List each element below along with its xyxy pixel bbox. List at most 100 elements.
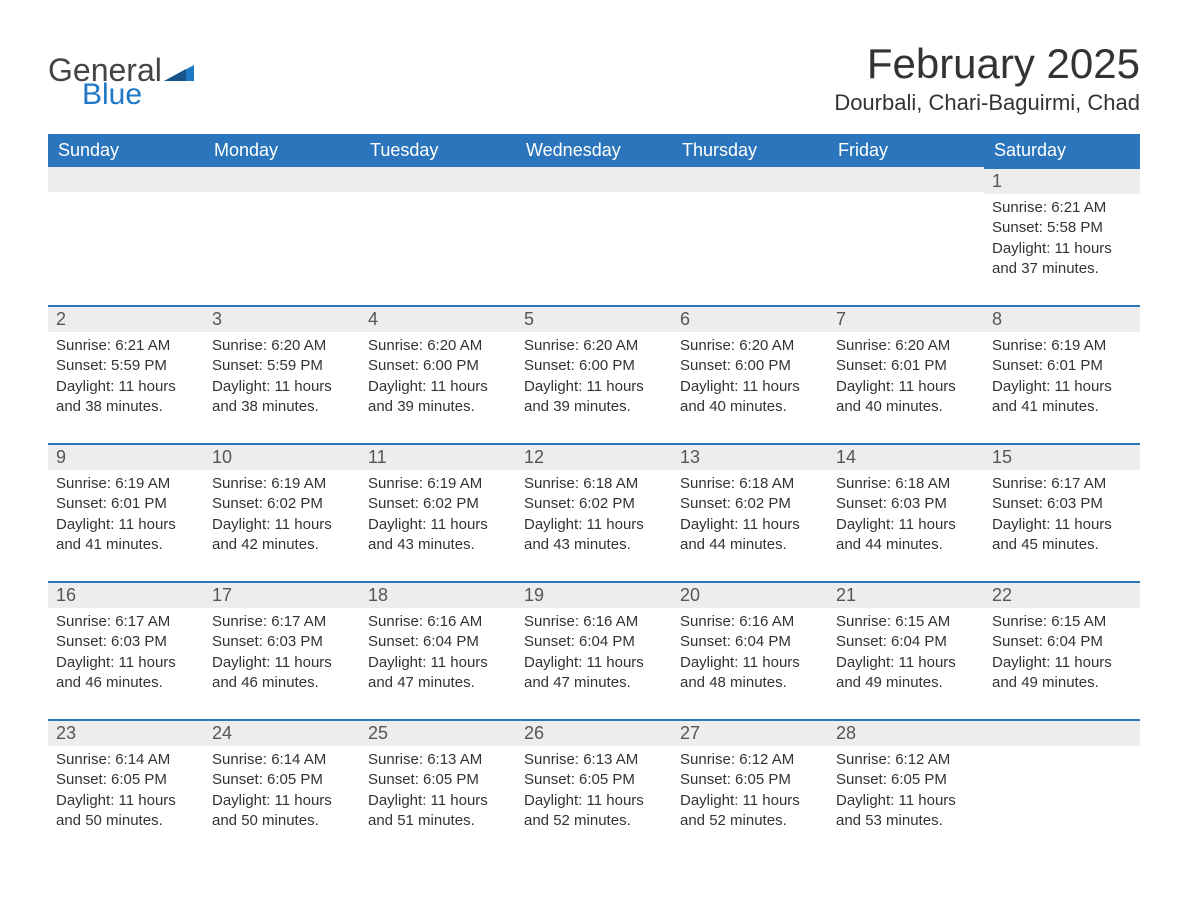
daylight-text: Daylight: 11 hours and 39 minutes. bbox=[368, 377, 508, 418]
calendar-cell bbox=[48, 167, 204, 305]
day-number: 6 bbox=[672, 305, 828, 332]
day-body: Sunrise: 6:12 AMSunset: 6:05 PMDaylight:… bbox=[828, 746, 984, 843]
calendar-cell bbox=[360, 167, 516, 305]
day-body: Sunrise: 6:18 AMSunset: 6:02 PMDaylight:… bbox=[672, 470, 828, 567]
calendar-week-row: 16Sunrise: 6:17 AMSunset: 6:03 PMDayligh… bbox=[48, 581, 1140, 719]
sunset-text: Sunset: 6:00 PM bbox=[524, 356, 664, 376]
calendar-week-row: 1Sunrise: 6:21 AMSunset: 5:58 PMDaylight… bbox=[48, 167, 1140, 305]
sunset-text: Sunset: 6:05 PM bbox=[368, 770, 508, 790]
sunset-text: Sunset: 6:01 PM bbox=[992, 356, 1132, 376]
daylight-text: Daylight: 11 hours and 38 minutes. bbox=[212, 377, 352, 418]
calendar-cell: 2Sunrise: 6:21 AMSunset: 5:59 PMDaylight… bbox=[48, 305, 204, 443]
calendar-cell: 12Sunrise: 6:18 AMSunset: 6:02 PMDayligh… bbox=[516, 443, 672, 581]
day-number: 7 bbox=[828, 305, 984, 332]
daylight-text: Daylight: 11 hours and 43 minutes. bbox=[368, 515, 508, 556]
sunrise-text: Sunrise: 6:15 AM bbox=[992, 612, 1132, 632]
sunrise-text: Sunrise: 6:16 AM bbox=[680, 612, 820, 632]
daylight-text: Daylight: 11 hours and 39 minutes. bbox=[524, 377, 664, 418]
day-number: 1 bbox=[984, 167, 1140, 194]
sunrise-text: Sunrise: 6:17 AM bbox=[212, 612, 352, 632]
calendar-cell: 22Sunrise: 6:15 AMSunset: 6:04 PMDayligh… bbox=[984, 581, 1140, 719]
daylight-text: Daylight: 11 hours and 40 minutes. bbox=[680, 377, 820, 418]
logo-word-blue: Blue bbox=[82, 80, 194, 110]
daylight-text: Daylight: 11 hours and 46 minutes. bbox=[212, 653, 352, 694]
page: General Blue February 2025 Dourbali, Cha… bbox=[0, 0, 1188, 897]
day-body: Sunrise: 6:17 AMSunset: 6:03 PMDaylight:… bbox=[984, 470, 1140, 567]
sunset-text: Sunset: 6:02 PM bbox=[680, 494, 820, 514]
day-body: Sunrise: 6:15 AMSunset: 6:04 PMDaylight:… bbox=[828, 608, 984, 705]
sunrise-text: Sunrise: 6:16 AM bbox=[524, 612, 664, 632]
day-body: Sunrise: 6:16 AMSunset: 6:04 PMDaylight:… bbox=[516, 608, 672, 705]
calendar-week-row: 23Sunrise: 6:14 AMSunset: 6:05 PMDayligh… bbox=[48, 719, 1140, 857]
sunset-text: Sunset: 6:05 PM bbox=[524, 770, 664, 790]
calendar-cell: 6Sunrise: 6:20 AMSunset: 6:00 PMDaylight… bbox=[672, 305, 828, 443]
sunrise-text: Sunrise: 6:17 AM bbox=[992, 474, 1132, 494]
daylight-text: Daylight: 11 hours and 52 minutes. bbox=[524, 791, 664, 832]
sunset-text: Sunset: 5:59 PM bbox=[56, 356, 196, 376]
sunrise-text: Sunrise: 6:20 AM bbox=[524, 336, 664, 356]
calendar-cell: 19Sunrise: 6:16 AMSunset: 6:04 PMDayligh… bbox=[516, 581, 672, 719]
day-body: Sunrise: 6:19 AMSunset: 6:02 PMDaylight:… bbox=[204, 470, 360, 567]
calendar-cell: 1Sunrise: 6:21 AMSunset: 5:58 PMDaylight… bbox=[984, 167, 1140, 305]
day-body: Sunrise: 6:20 AMSunset: 6:01 PMDaylight:… bbox=[828, 332, 984, 429]
sunrise-text: Sunrise: 6:15 AM bbox=[836, 612, 976, 632]
weekday-header: Thursday bbox=[672, 134, 828, 167]
weekday-header: Tuesday bbox=[360, 134, 516, 167]
calendar-cell: 9Sunrise: 6:19 AMSunset: 6:01 PMDaylight… bbox=[48, 443, 204, 581]
sunset-text: Sunset: 6:04 PM bbox=[680, 632, 820, 652]
sunrise-text: Sunrise: 6:16 AM bbox=[368, 612, 508, 632]
empty-day bbox=[360, 167, 516, 192]
empty-day bbox=[672, 167, 828, 192]
day-body: Sunrise: 6:12 AMSunset: 6:05 PMDaylight:… bbox=[672, 746, 828, 843]
header: General Blue February 2025 Dourbali, Cha… bbox=[48, 30, 1140, 130]
day-number: 4 bbox=[360, 305, 516, 332]
day-number: 5 bbox=[516, 305, 672, 332]
sunrise-text: Sunrise: 6:18 AM bbox=[680, 474, 820, 494]
sunset-text: Sunset: 6:05 PM bbox=[212, 770, 352, 790]
day-body: Sunrise: 6:15 AMSunset: 6:04 PMDaylight:… bbox=[984, 608, 1140, 705]
sunset-text: Sunset: 5:58 PM bbox=[992, 218, 1132, 238]
empty-day bbox=[828, 167, 984, 192]
day-number: 9 bbox=[48, 443, 204, 470]
sunrise-text: Sunrise: 6:17 AM bbox=[56, 612, 196, 632]
empty-day bbox=[204, 167, 360, 192]
weekday-header: Wednesday bbox=[516, 134, 672, 167]
calendar-cell: 11Sunrise: 6:19 AMSunset: 6:02 PMDayligh… bbox=[360, 443, 516, 581]
location-subtitle: Dourbali, Chari-Baguirmi, Chad bbox=[834, 90, 1140, 116]
sunrise-text: Sunrise: 6:21 AM bbox=[992, 198, 1132, 218]
calendar-cell: 10Sunrise: 6:19 AMSunset: 6:02 PMDayligh… bbox=[204, 443, 360, 581]
sunrise-text: Sunrise: 6:14 AM bbox=[212, 750, 352, 770]
calendar-cell: 18Sunrise: 6:16 AMSunset: 6:04 PMDayligh… bbox=[360, 581, 516, 719]
sunrise-text: Sunrise: 6:20 AM bbox=[836, 336, 976, 356]
calendar-cell: 17Sunrise: 6:17 AMSunset: 6:03 PMDayligh… bbox=[204, 581, 360, 719]
weekday-header: Saturday bbox=[984, 134, 1140, 167]
daylight-text: Daylight: 11 hours and 47 minutes. bbox=[524, 653, 664, 694]
day-body: Sunrise: 6:19 AMSunset: 6:01 PMDaylight:… bbox=[984, 332, 1140, 429]
daylight-text: Daylight: 11 hours and 52 minutes. bbox=[680, 791, 820, 832]
calendar-cell: 5 Sunrise: 6:20 AMSunset: 6:00 PMDaylight… bbox=[516, 305, 672, 443]
daylight-text: Daylight: 11 hours and 44 minutes. bbox=[680, 515, 820, 556]
daylight-text: Daylight: 11 hours and 45 minutes. bbox=[992, 515, 1132, 556]
weekday-header: Monday bbox=[204, 134, 360, 167]
sunset-text: Sunset: 6:01 PM bbox=[56, 494, 196, 514]
empty-day bbox=[984, 719, 1140, 746]
sunset-text: Sunset: 6:03 PM bbox=[836, 494, 976, 514]
calendar-cell: 3Sunrise: 6:20 AMSunset: 5:59 PMDaylight… bbox=[204, 305, 360, 443]
day-number: 13 bbox=[672, 443, 828, 470]
day-number: 10 bbox=[204, 443, 360, 470]
daylight-text: Daylight: 11 hours and 49 minutes. bbox=[836, 653, 976, 694]
day-number: 16 bbox=[48, 581, 204, 608]
calendar-cell: 26Sunrise: 6:13 AMSunset: 6:05 PMDayligh… bbox=[516, 719, 672, 857]
day-body: Sunrise: 6:18 AMSunset: 6:03 PMDaylight:… bbox=[828, 470, 984, 567]
day-body: Sunrise: 6:19 AMSunset: 6:01 PMDaylight:… bbox=[48, 470, 204, 567]
sunset-text: Sunset: 6:02 PM bbox=[368, 494, 508, 514]
day-body: Sunrise: 6:18 AMSunset: 6:02 PMDaylight:… bbox=[516, 470, 672, 567]
day-body: Sunrise: 6:14 AMSunset: 6:05 PMDaylight:… bbox=[48, 746, 204, 843]
day-body: Sunrise: 6:20 AMSunset: 5:59 PMDaylight:… bbox=[204, 332, 360, 429]
day-body: Sunrise: 6:19 AMSunset: 6:02 PMDaylight:… bbox=[360, 470, 516, 567]
sunset-text: Sunset: 6:05 PM bbox=[680, 770, 820, 790]
calendar-cell bbox=[984, 719, 1140, 857]
day-number: 19 bbox=[516, 581, 672, 608]
day-number: 3 bbox=[204, 305, 360, 332]
day-number: 28 bbox=[828, 719, 984, 746]
